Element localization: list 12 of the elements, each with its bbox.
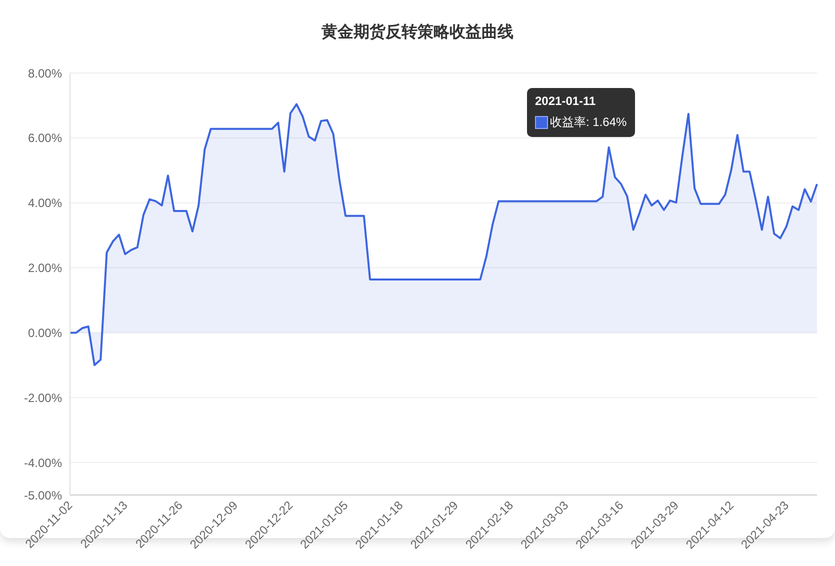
annotation: 2021-01-11: [535, 94, 597, 108]
chart-title: 黄金期货反转策略收益曲线: [320, 22, 514, 43]
y-tick-label: 2.00%: [28, 261, 62, 276]
y-tick-label: 8.00%: [28, 66, 62, 80]
tooltip: 2021-01-11 收益率: 1.64%: [527, 88, 635, 137]
annotation: 收益率: 1.64%: [550, 114, 627, 131]
y-tick-label: 4.00%: [28, 196, 62, 210]
y-tick-label: -4.00%: [24, 456, 62, 470]
y-tick-label: -2.00%: [24, 390, 62, 405]
y-tick-label: -5.00%: [24, 488, 62, 502]
y-tick-label: 0.00%: [28, 326, 62, 340]
y-tick-label: 6.00%: [28, 131, 62, 146]
